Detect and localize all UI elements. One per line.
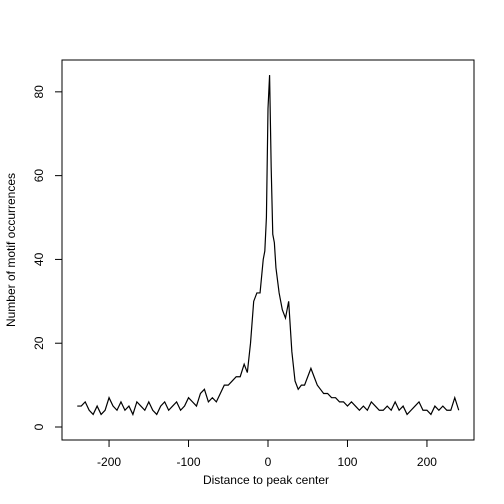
- x-tick-label: -200: [97, 455, 121, 469]
- y-tick-label: 80: [32, 85, 46, 99]
- y-axis-label: Number of motif occurrences: [4, 173, 18, 327]
- x-tick-label: 100: [337, 455, 357, 469]
- y-tick-label: 0: [32, 423, 46, 430]
- x-tick-label: 200: [417, 455, 437, 469]
- y-tick-label: 20: [32, 336, 46, 350]
- y-tick-label: 60: [32, 169, 46, 183]
- data-line: [77, 75, 460, 417]
- x-axis-label: Distance to peak center: [203, 473, 329, 487]
- x-tick-label: -100: [177, 455, 201, 469]
- y-tick-label: 40: [32, 252, 46, 266]
- x-tick-label: 0: [265, 455, 272, 469]
